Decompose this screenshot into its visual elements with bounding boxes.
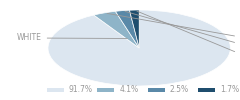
Text: 1.7%: 1.7% <box>220 86 239 94</box>
Text: 4.1%: 4.1% <box>119 86 138 94</box>
Wedge shape <box>129 10 139 48</box>
Text: ASIAN: ASIAN <box>107 13 240 44</box>
FancyBboxPatch shape <box>198 88 215 92</box>
Text: 2.5%: 2.5% <box>170 86 189 94</box>
Text: 91.7%: 91.7% <box>69 86 93 94</box>
Text: HISPANIC: HISPANIC <box>125 11 240 54</box>
Wedge shape <box>115 10 139 48</box>
Text: WHITE: WHITE <box>17 34 127 42</box>
FancyBboxPatch shape <box>47 88 64 92</box>
FancyBboxPatch shape <box>148 88 165 92</box>
Wedge shape <box>94 11 139 48</box>
Text: BLACK: BLACK <box>137 11 240 64</box>
Wedge shape <box>48 10 230 86</box>
FancyBboxPatch shape <box>97 88 114 92</box>
